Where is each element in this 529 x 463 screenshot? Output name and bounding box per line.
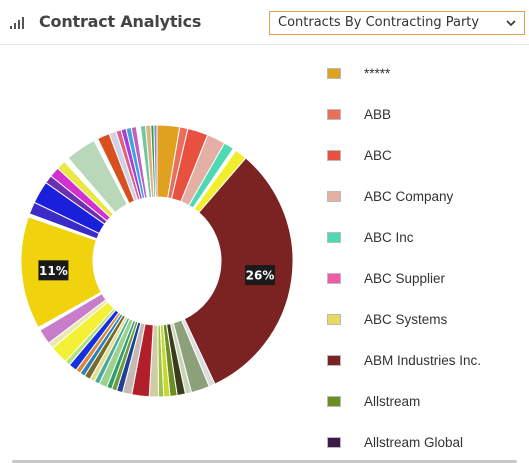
legend-label: ABM Industries Inc. <box>364 353 482 368</box>
legend-swatch <box>327 437 341 448</box>
legend-label: ABC <box>364 148 392 163</box>
page-title: Contract Analytics <box>39 12 202 31</box>
legend-label: Allstream Global <box>364 435 464 450</box>
legend-label: ABC Company <box>364 189 454 204</box>
legend-label: Allstream <box>364 394 421 409</box>
legend-swatch <box>327 273 341 284</box>
legend-swatch <box>327 68 341 79</box>
data-label: 26% <box>245 265 276 286</box>
select-value: Contracts By Contracting Party <box>278 15 480 30</box>
data-label-text: 26% <box>246 269 275 283</box>
data-label-text: 11% <box>39 264 68 278</box>
legend-label: ***** <box>364 66 391 81</box>
donut-chart: 26% 11% <box>20 124 294 398</box>
legend-label: ABC Systems <box>364 312 448 327</box>
legend-label: ABC Supplier <box>364 271 446 286</box>
donut-slice[interactable] <box>183 157 294 385</box>
legend-swatch <box>327 191 341 202</box>
legend-swatch <box>327 232 341 243</box>
chevron-down-icon <box>506 20 516 27</box>
legend-swatch <box>327 109 341 120</box>
legend-swatch <box>327 396 341 407</box>
donut-slice[interactable] <box>153 124 158 198</box>
legend-label: ABB <box>364 107 392 122</box>
chart-type-select[interactable]: Contracts By Contracting Party <box>269 11 525 35</box>
legend-label: ABC Inc <box>364 230 414 245</box>
legend-swatch <box>327 314 341 325</box>
data-label: 11% <box>38 260 69 281</box>
horizontal-scrollbar[interactable] <box>12 460 517 463</box>
signal-bars-icon <box>10 15 28 29</box>
legend-swatch <box>327 150 341 161</box>
legend-swatch <box>327 355 341 366</box>
header: Contract Analytics Contracts By Contract… <box>0 0 529 45</box>
